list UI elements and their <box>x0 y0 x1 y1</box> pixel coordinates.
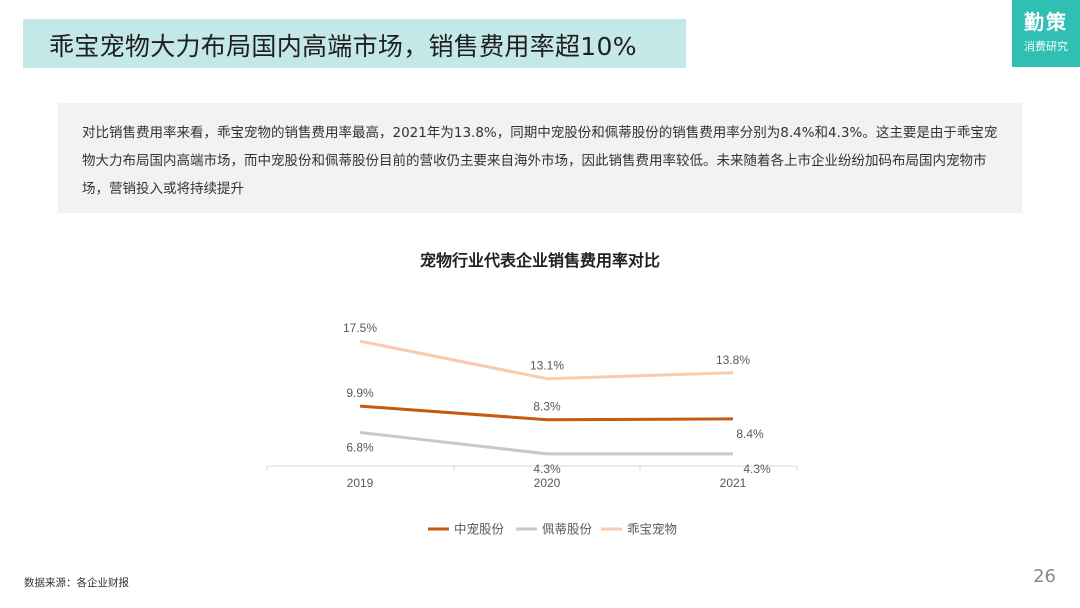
logo-sub-text: 消费研究 <box>1024 40 1068 53</box>
data-label-佩蒂股份-2020: 4.3% <box>533 462 561 476</box>
logo-main-text: 勤策 <box>1024 10 1068 34</box>
x-tick-label-2021: 2021 <box>720 476 747 490</box>
legend-label-佩蒂股份: 佩蒂股份 <box>542 523 593 537</box>
legend-label-中宠股份: 中宠股份 <box>454 522 505 537</box>
title-bar: 乖宝宠物大力布局国内高端市场，销售费用率超10% <box>23 19 686 68</box>
data-source: 数据来源：各企业财报 <box>24 577 129 589</box>
brand-logo: 勤策 消费研究 <box>1012 0 1080 67</box>
x-tick-label-2019: 2019 <box>347 476 374 490</box>
data-label-中宠股份-2019: 9.9% <box>346 386 374 400</box>
data-label-佩蒂股份-2021: 4.3% <box>743 462 771 476</box>
x-tick-label-2020: 2020 <box>534 476 561 490</box>
series-line-中宠股份 <box>359 404 734 422</box>
data-label-乖宝宠物-2021: 13.8% <box>716 353 750 367</box>
series-line-乖宝宠物 <box>359 339 734 381</box>
data-label-乖宝宠物-2020: 13.1% <box>530 359 564 373</box>
series-line-佩蒂股份 <box>359 431 733 456</box>
data-label-佩蒂股份-2019: 6.8% <box>346 441 374 455</box>
data-label-中宠股份-2021: 8.4% <box>736 427 764 441</box>
data-label-中宠股份-2020: 8.3% <box>533 400 561 414</box>
data-label-乖宝宠物-2019: 17.5% <box>343 321 377 335</box>
page-title: 乖宝宠物大力布局国内高端市场，销售费用率超10% <box>49 32 637 61</box>
legend-label-乖宝宠物: 乖宝宠物 <box>627 522 677 537</box>
chart-title: 宠物行业代表企业销售费用率对比 <box>419 251 660 270</box>
summary-box: 对比销售费用率来看，乖宝宠物的销售费用率最高，2021年为13.8%，同期中宠股… <box>58 103 1022 213</box>
summary-text: 对比销售费用率来看，乖宝宠物的销售费用率最高，2021年为13.8%，同期中宠股… <box>82 125 998 197</box>
page-number: 26 <box>1033 566 1056 587</box>
